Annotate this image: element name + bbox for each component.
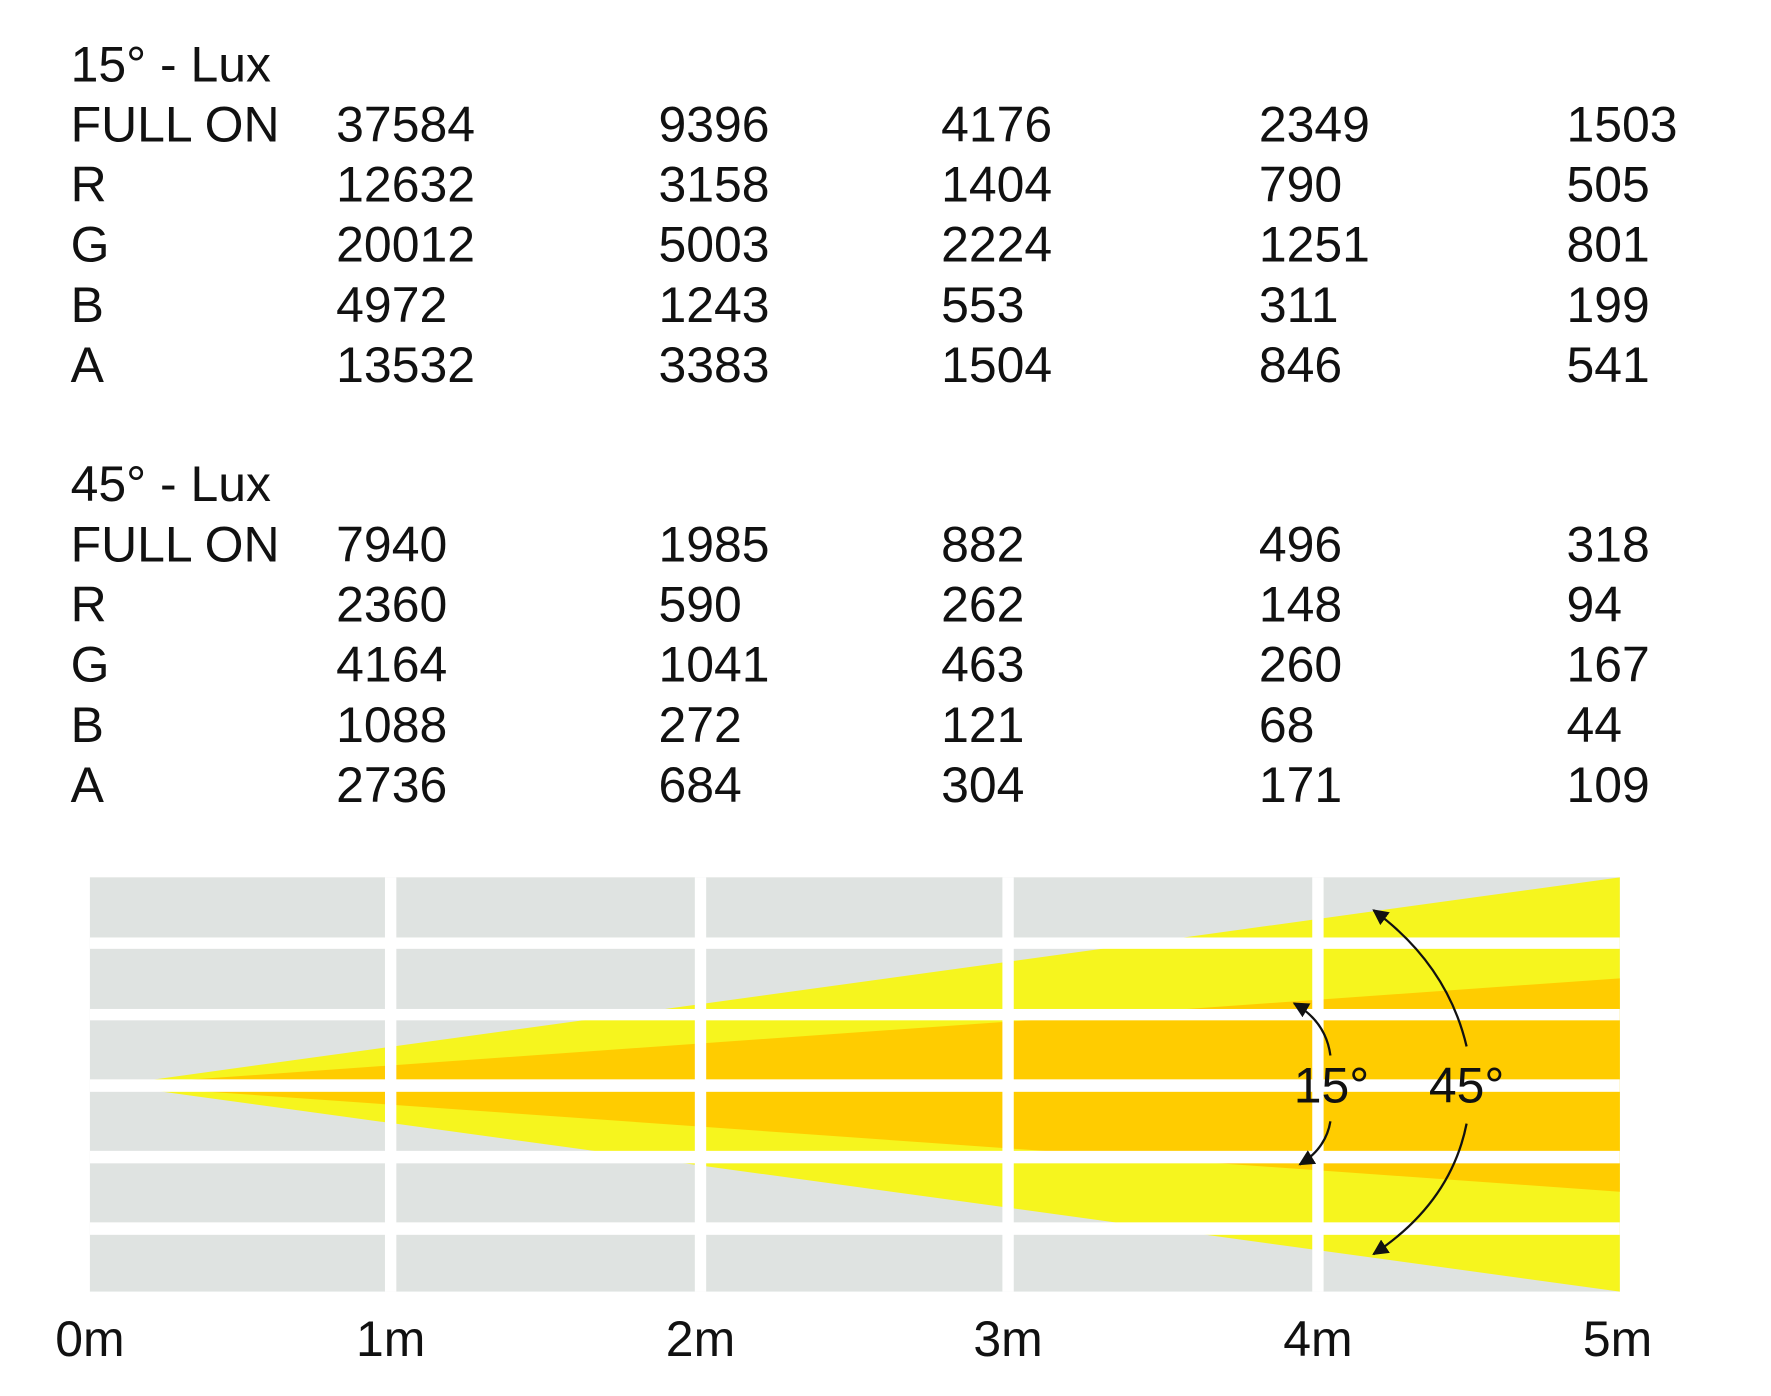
row-label: R <box>71 577 107 633</box>
cell: 2360 <box>336 577 447 633</box>
cell: 1243 <box>659 277 770 333</box>
cell: 1404 <box>941 157 1052 213</box>
cell: 318 <box>1566 516 1649 572</box>
distance-label: 5m <box>1583 1311 1652 1367</box>
cell: 121 <box>941 697 1024 753</box>
table-title: 45° - Lux <box>71 456 271 512</box>
cell: 109 <box>1566 757 1649 813</box>
cell: 3158 <box>659 157 770 213</box>
angle-label: 45° <box>1429 1058 1505 1114</box>
angle-arrows <box>1292 909 1468 1256</box>
cell: 4972 <box>336 277 447 333</box>
cell: 4164 <box>336 637 447 693</box>
cell: 262 <box>941 577 1024 633</box>
table-title: 15° - Lux <box>71 36 271 92</box>
cell: 882 <box>941 516 1024 572</box>
cell: 167 <box>1566 637 1649 693</box>
cell: 94 <box>1566 577 1622 633</box>
cell: 1503 <box>1566 96 1677 152</box>
cell: 1251 <box>1259 217 1370 273</box>
cell: 2736 <box>336 757 447 813</box>
cell: 44 <box>1566 697 1622 753</box>
cell: 505 <box>1566 157 1649 213</box>
cell: 171 <box>1259 757 1342 813</box>
cell: 496 <box>1259 516 1342 572</box>
cell: 801 <box>1566 217 1649 273</box>
cell: 7940 <box>336 516 447 572</box>
beam-diagram <box>89 877 1620 1292</box>
cell: 541 <box>1566 337 1649 393</box>
cell: 12632 <box>336 157 475 213</box>
cell: 684 <box>659 757 742 813</box>
distance-label: 1m <box>356 1311 425 1367</box>
cell: 260 <box>1259 637 1342 693</box>
cell: 1088 <box>336 697 447 753</box>
row-label: B <box>71 277 104 333</box>
cell: 463 <box>941 637 1024 693</box>
cell: 272 <box>659 697 742 753</box>
cell: 846 <box>1259 337 1342 393</box>
cell: 199 <box>1566 277 1649 333</box>
cell: 590 <box>659 577 742 633</box>
grid-gaps <box>89 877 1620 1292</box>
cell: 13532 <box>336 337 475 393</box>
row-label: A <box>71 337 105 393</box>
distance-label: 0m <box>55 1311 124 1367</box>
cell: 20012 <box>336 217 475 273</box>
cell: 1041 <box>659 637 770 693</box>
distance-label: 2m <box>666 1311 735 1367</box>
cell: 790 <box>1259 157 1342 213</box>
row-label: B <box>71 697 104 753</box>
cell: 2349 <box>1259 96 1370 152</box>
cell: 4176 <box>941 96 1052 152</box>
cell: 68 <box>1259 697 1315 753</box>
cell: 553 <box>941 277 1024 333</box>
cell: 5003 <box>659 217 770 273</box>
distance-label: 4m <box>1283 1311 1352 1367</box>
cell: 148 <box>1259 577 1342 633</box>
cell: 9396 <box>659 96 770 152</box>
cell: 1985 <box>659 516 770 572</box>
row-label: G <box>71 637 110 693</box>
row-label: A <box>71 757 105 813</box>
row-label: FULL ON <box>71 516 280 572</box>
angle-label: 15° <box>1294 1058 1370 1114</box>
cell: 2224 <box>941 217 1052 273</box>
cell: 311 <box>1259 277 1339 333</box>
row-label: R <box>71 157 107 213</box>
row-label: G <box>71 217 110 273</box>
distance-label: 3m <box>973 1311 1042 1367</box>
cell: 1504 <box>941 337 1052 393</box>
cell: 37584 <box>336 96 475 152</box>
cell: 304 <box>941 757 1024 813</box>
cell: 3383 <box>659 337 770 393</box>
row-label: FULL ON <box>71 96 280 152</box>
